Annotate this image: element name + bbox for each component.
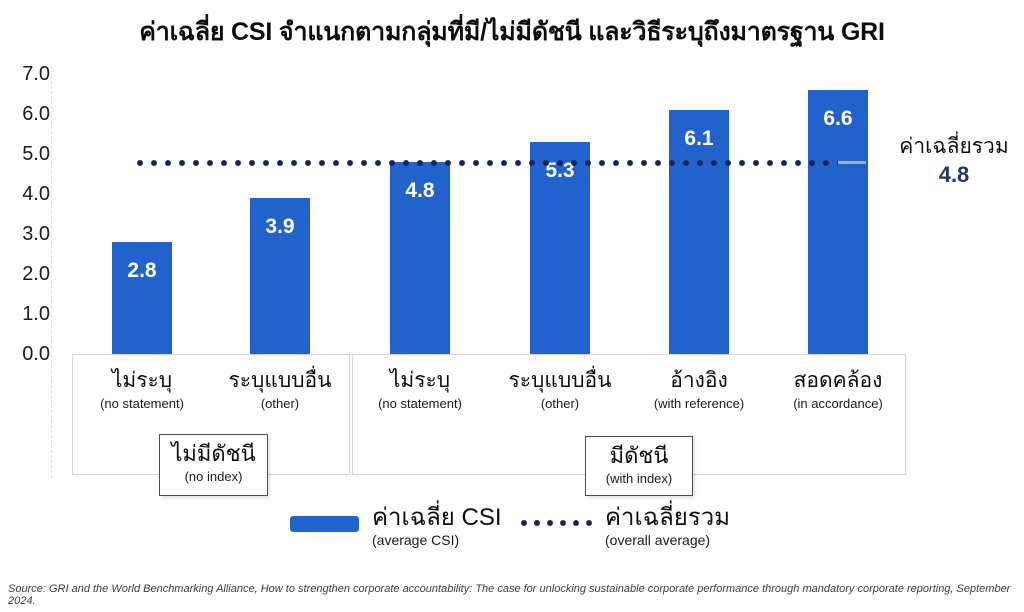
legend-dots-label-thai: ค่าเฉลี่ยรวม xyxy=(605,504,731,531)
category-label-english: (no statement) xyxy=(100,396,184,411)
category-label-thai: ไม่ระบุ xyxy=(389,369,451,392)
group-label-no-index-thai: ไม่มีดัชนี xyxy=(171,441,256,466)
overall-average-annotation-label: ค่าเฉลี่ยรวม xyxy=(899,135,1009,158)
y-axis-tick-label: 1.0 xyxy=(22,303,50,325)
chart-title: ค่าเฉลี่ย CSI จำแนกตามกลุ่มที่มี/ไม่มีดั… xyxy=(139,18,885,46)
legend-bar-label-english: (average CSI) xyxy=(372,532,460,548)
category-label-english: (other) xyxy=(260,396,300,411)
bar-3 xyxy=(390,162,450,354)
overall-average-dotted-line xyxy=(137,160,838,166)
category-label-5: อ้างอิง (with reference) xyxy=(619,366,779,412)
category-label-english: (in accordance) xyxy=(793,396,883,411)
category-label-6: สอดคล้อง (in accordance) xyxy=(758,366,918,412)
category-label-english: (no statement) xyxy=(378,396,462,411)
bar-value-label: 4.8 xyxy=(405,179,435,202)
bar-4 xyxy=(530,142,590,354)
legend-dots-entry: ค่าเฉลี่ยรวม (overall average) xyxy=(605,504,730,549)
average-line-end-cap xyxy=(838,161,866,164)
bar-1 xyxy=(112,242,172,354)
y-axis-tick-label: 7.0 xyxy=(22,63,50,85)
axis-guide-line xyxy=(51,66,52,478)
y-axis-tick-label: 3.0 xyxy=(22,223,50,245)
bar-value-label: 6.1 xyxy=(684,127,714,150)
bar-6 xyxy=(808,90,868,354)
legend-dots-swatch xyxy=(521,520,597,526)
category-label-1: ไม่ระบุ (no statement) xyxy=(62,366,222,412)
category-label-2: ระบุแบบอื่น (other) xyxy=(200,366,360,412)
group-label-no-index-english: (no index) xyxy=(184,469,243,484)
category-label-thai: ระบุแบบอื่น xyxy=(508,369,612,392)
legend-bar-label-thai: ค่าเฉลี่ย CSI xyxy=(372,504,502,531)
category-label-4: ระบุแบบอื่น (other) xyxy=(480,366,640,412)
y-axis-tick-label: 0.0 xyxy=(22,343,50,365)
y-axis-tick-label: 2.0 xyxy=(22,263,50,285)
category-label-english: (with reference) xyxy=(653,396,745,411)
bar-value-label: 2.8 xyxy=(127,259,157,282)
category-label-3: ไม่ระบุ (no statement) xyxy=(340,366,500,412)
group-label-with-index-english: (with index) xyxy=(605,471,673,486)
category-label-thai: ไม่ระบุ xyxy=(111,369,173,392)
legend-dots-label-english: (overall average) xyxy=(605,532,711,548)
bar-5 xyxy=(669,110,729,354)
y-axis-tick-label: 6.0 xyxy=(22,103,50,125)
group-label-no-index: ไม่มีดัชนี (no index) xyxy=(159,434,268,496)
overall-average-annotation: ค่าเฉลี่ยรวม 4.8 xyxy=(884,133,1024,189)
group-label-with-index-thai: มีดัชนี xyxy=(609,443,669,468)
y-axis-tick-label: 5.0 xyxy=(22,143,50,165)
category-label-thai: ระบุแบบอื่น xyxy=(228,369,332,392)
source-note: Source: GRI and the World Benchmarking A… xyxy=(8,583,1011,607)
category-label-english: (other) xyxy=(540,396,580,411)
legend-bar-entry: ค่าเฉลี่ย CSI (average CSI) xyxy=(372,504,502,549)
bar-2 xyxy=(250,198,310,354)
bar-value-label: 3.9 xyxy=(265,215,295,238)
y-axis-tick-label: 4.0 xyxy=(22,183,50,205)
legend-bar-swatch xyxy=(290,516,359,532)
bar-value-label: 6.6 xyxy=(823,107,853,130)
group-label-with-index: มีดัชนี (with index) xyxy=(585,436,693,496)
category-label-thai: สอดคล้อง xyxy=(793,369,883,392)
overall-average-annotation-value: 4.8 xyxy=(938,162,970,187)
category-label-thai: อ้างอิง xyxy=(670,369,728,392)
